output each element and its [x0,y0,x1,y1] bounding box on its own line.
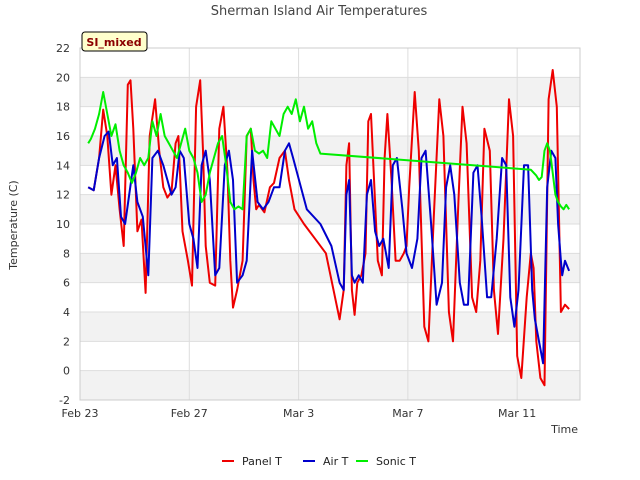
y-tick-label: 0 [63,365,70,378]
x-tick-label: Feb 23 [62,407,99,420]
y-tick-label: -2 [59,394,70,407]
y-tick-label: 20 [56,71,70,84]
series-line-air-t [87,130,571,365]
y-tick-label: 2 [63,335,70,348]
y-tick-label: 12 [56,189,70,202]
chart-title: Sherman Island Air Temperatures [211,4,428,19]
series-lines [87,69,571,387]
plot-band [80,370,580,400]
mixed-badge: SI_mixed [81,31,148,52]
legend: Panel T Air T Sonic T [222,455,416,468]
y-tick-label: 4 [63,306,70,319]
plot-band [80,312,580,342]
y-tick-label: 14 [56,159,70,172]
y-axis-label: Temperature (C) [7,180,20,270]
legend-label: Panel T [242,455,282,468]
y-tick-label: 16 [56,130,70,143]
plot-band [80,77,580,107]
badge-text: SI_mixed [86,36,141,49]
y-tick-label: 22 [56,42,70,55]
legend-label: Air T [323,455,349,468]
x-axis: Feb 23 Feb 27 Mar 3 Mar 7 Mar 11 [62,407,537,420]
plot-band [80,136,580,166]
x-tick-label: Mar 7 [392,407,423,420]
series-line-sonic-t [87,91,570,211]
y-axis: -2 0 2 4 6 8 10 12 14 16 18 20 22 [56,42,70,407]
y-tick-label: 6 [63,277,70,290]
x-tick-label: Mar 3 [283,407,314,420]
x-tick-label: Mar 11 [498,407,536,420]
y-tick-label: 18 [56,101,70,114]
plot-band [80,253,580,283]
legend-label: Sonic T [376,455,416,468]
x-tick-label: Feb 27 [171,407,208,420]
y-tick-label: 8 [63,247,70,260]
y-tick-label: 10 [56,218,70,231]
plot-border [79,47,581,401]
x-axis-label: Time [550,423,578,436]
plot-band [80,194,580,224]
